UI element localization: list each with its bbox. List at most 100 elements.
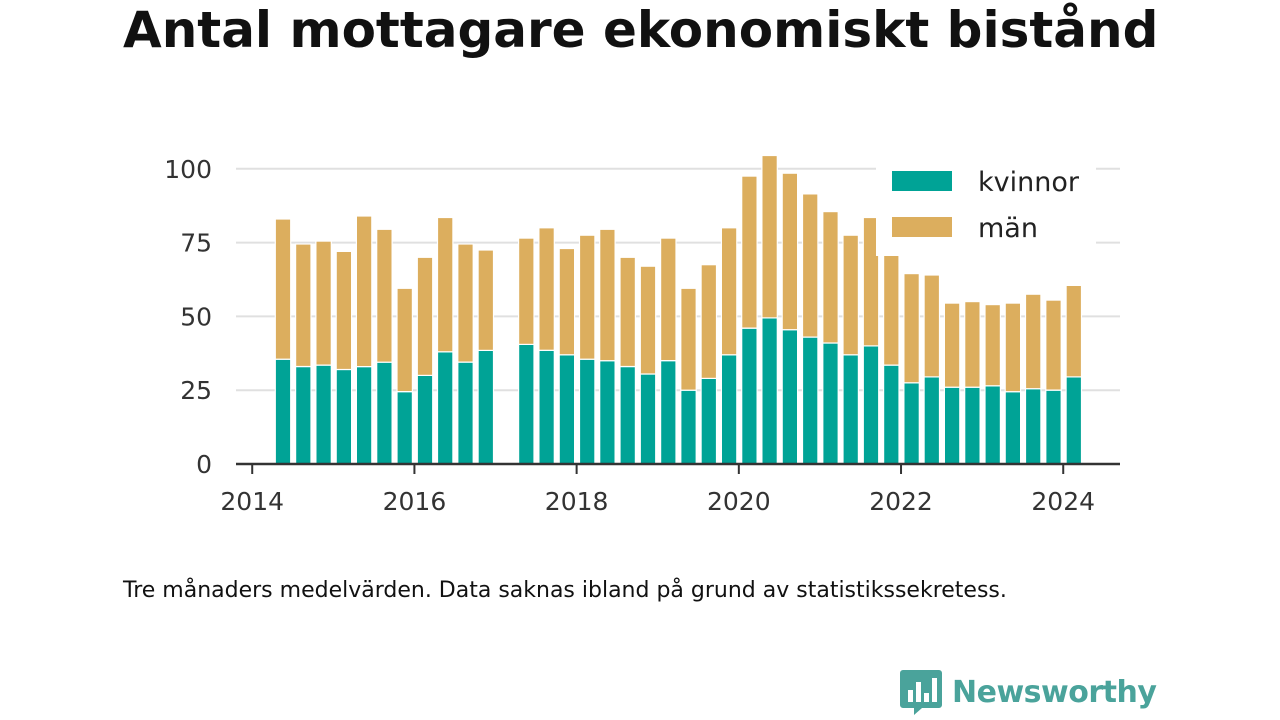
bar-kvinnor	[335, 368, 353, 465]
bar-man	[396, 287, 413, 393]
bar-kvinnor	[761, 317, 778, 465]
brand-logo: Newsworthy	[900, 668, 1157, 716]
bar-kvinnor	[822, 342, 839, 465]
y-tick-label: 0	[196, 450, 212, 479]
bar-man	[659, 237, 677, 362]
bar-man	[822, 211, 839, 344]
bar-man	[558, 247, 576, 356]
bar-kvinnor	[599, 360, 616, 465]
legend-swatch-man	[892, 217, 952, 237]
bar-man	[903, 273, 920, 384]
bar-man	[517, 237, 535, 346]
bar-man	[639, 265, 657, 375]
bar-man	[578, 234, 596, 360]
bar-man	[457, 243, 474, 363]
bar-man	[923, 274, 941, 378]
y-tick-label: 100	[164, 155, 212, 184]
legend: kvinnor män	[876, 160, 1096, 256]
y-tick-label: 50	[180, 302, 212, 331]
bar-kvinnor	[639, 373, 657, 465]
bar-man	[1024, 293, 1042, 390]
bar-man	[538, 227, 555, 351]
bar-kvinnor	[295, 366, 312, 465]
bar-man	[761, 154, 778, 319]
bar-man	[801, 193, 819, 338]
bar-man	[599, 228, 616, 362]
bar-man	[1045, 299, 1062, 391]
bar-kvinnor	[842, 354, 859, 465]
chart-title: Antal mottagare ekonomiskt bistånd	[123, 1, 1159, 59]
bar-kvinnor	[984, 385, 1001, 465]
bar-man	[720, 227, 738, 356]
brand-name: Newsworthy	[952, 674, 1157, 710]
bar-kvinnor	[923, 376, 941, 465]
bar-man	[964, 301, 981, 388]
bar-kvinnor	[315, 364, 332, 465]
bar-kvinnor	[558, 354, 576, 465]
bar-man	[619, 256, 636, 368]
bar-kvinnor	[436, 351, 454, 465]
bar-man	[315, 240, 332, 366]
bar-kvinnor	[741, 327, 758, 465]
bar-man	[882, 246, 900, 366]
legend-label-kvinnor: kvinnor	[978, 167, 1080, 198]
x-tick-label: 2018	[545, 487, 609, 516]
bar-man	[781, 172, 799, 331]
bar-man	[274, 218, 292, 360]
bar-kvinnor	[680, 389, 697, 465]
bar-kvinnor	[578, 358, 596, 465]
bar-kvinnor	[1024, 388, 1042, 465]
bar-kvinnor	[477, 349, 495, 465]
x-tick-label: 2024	[1031, 487, 1095, 516]
bar-man	[943, 302, 961, 388]
bar-man	[436, 216, 454, 353]
bar-kvinnor	[619, 366, 636, 465]
bar-man	[862, 216, 880, 347]
x-tick-label: 2020	[707, 487, 771, 516]
bar-kvinnor	[964, 386, 981, 465]
bar-kvinnor	[659, 360, 677, 465]
bar-kvinnor	[1065, 376, 1083, 465]
bar-man	[1004, 302, 1022, 393]
bar-kvinnor	[1045, 389, 1062, 465]
bar-kvinnor	[517, 343, 535, 465]
bar-man	[335, 250, 353, 371]
x-tick-label: 2022	[869, 487, 933, 516]
bar-man	[477, 249, 495, 352]
bar-man	[984, 304, 1001, 387]
bar-man	[741, 175, 758, 329]
bar-man	[376, 228, 393, 363]
bar-kvinnor	[882, 364, 900, 465]
bar-kvinnor	[396, 391, 413, 465]
bar-kvinnor	[274, 358, 292, 465]
y-axis-tick-labels: 0 25 50 75 100	[164, 155, 212, 479]
x-tick-label: 2014	[220, 487, 284, 516]
bar-chart-speech-bubble-icon	[900, 670, 942, 715]
bar-man	[842, 234, 859, 356]
bar-kvinnor	[457, 361, 474, 465]
stacked-bar-chart: 0 25 50 75 100 2014 2016 2018 2020 2022 2024 kvin…	[164, 154, 1120, 516]
bar-man	[416, 256, 434, 376]
bar-kvinnor	[1004, 391, 1022, 465]
bar-man	[295, 243, 312, 368]
bar-kvinnor	[862, 345, 880, 465]
bar-kvinnor	[538, 349, 555, 465]
bar-kvinnor	[416, 374, 434, 465]
bar-man	[700, 264, 718, 380]
bar-kvinnor	[720, 354, 738, 465]
bar-kvinnor	[700, 377, 718, 465]
bar-kvinnor	[355, 366, 373, 465]
x-axis: 2014 2016 2018 2020 2022 2024	[220, 462, 1120, 516]
bar-kvinnor	[943, 386, 961, 465]
legend-swatch-kvinnor	[892, 171, 952, 191]
bar-kvinnor	[781, 329, 799, 465]
chart-caption: Tre månaders medelvärden. Data saknas ib…	[123, 578, 1007, 603]
bar-man	[680, 287, 697, 391]
bar-man	[1065, 284, 1083, 378]
y-tick-label: 25	[180, 376, 212, 405]
y-tick-label: 75	[180, 229, 212, 258]
legend-label-man: män	[978, 213, 1038, 244]
bar-kvinnor	[903, 382, 920, 465]
bar-kvinnor	[801, 336, 819, 465]
bar-man	[355, 215, 373, 368]
